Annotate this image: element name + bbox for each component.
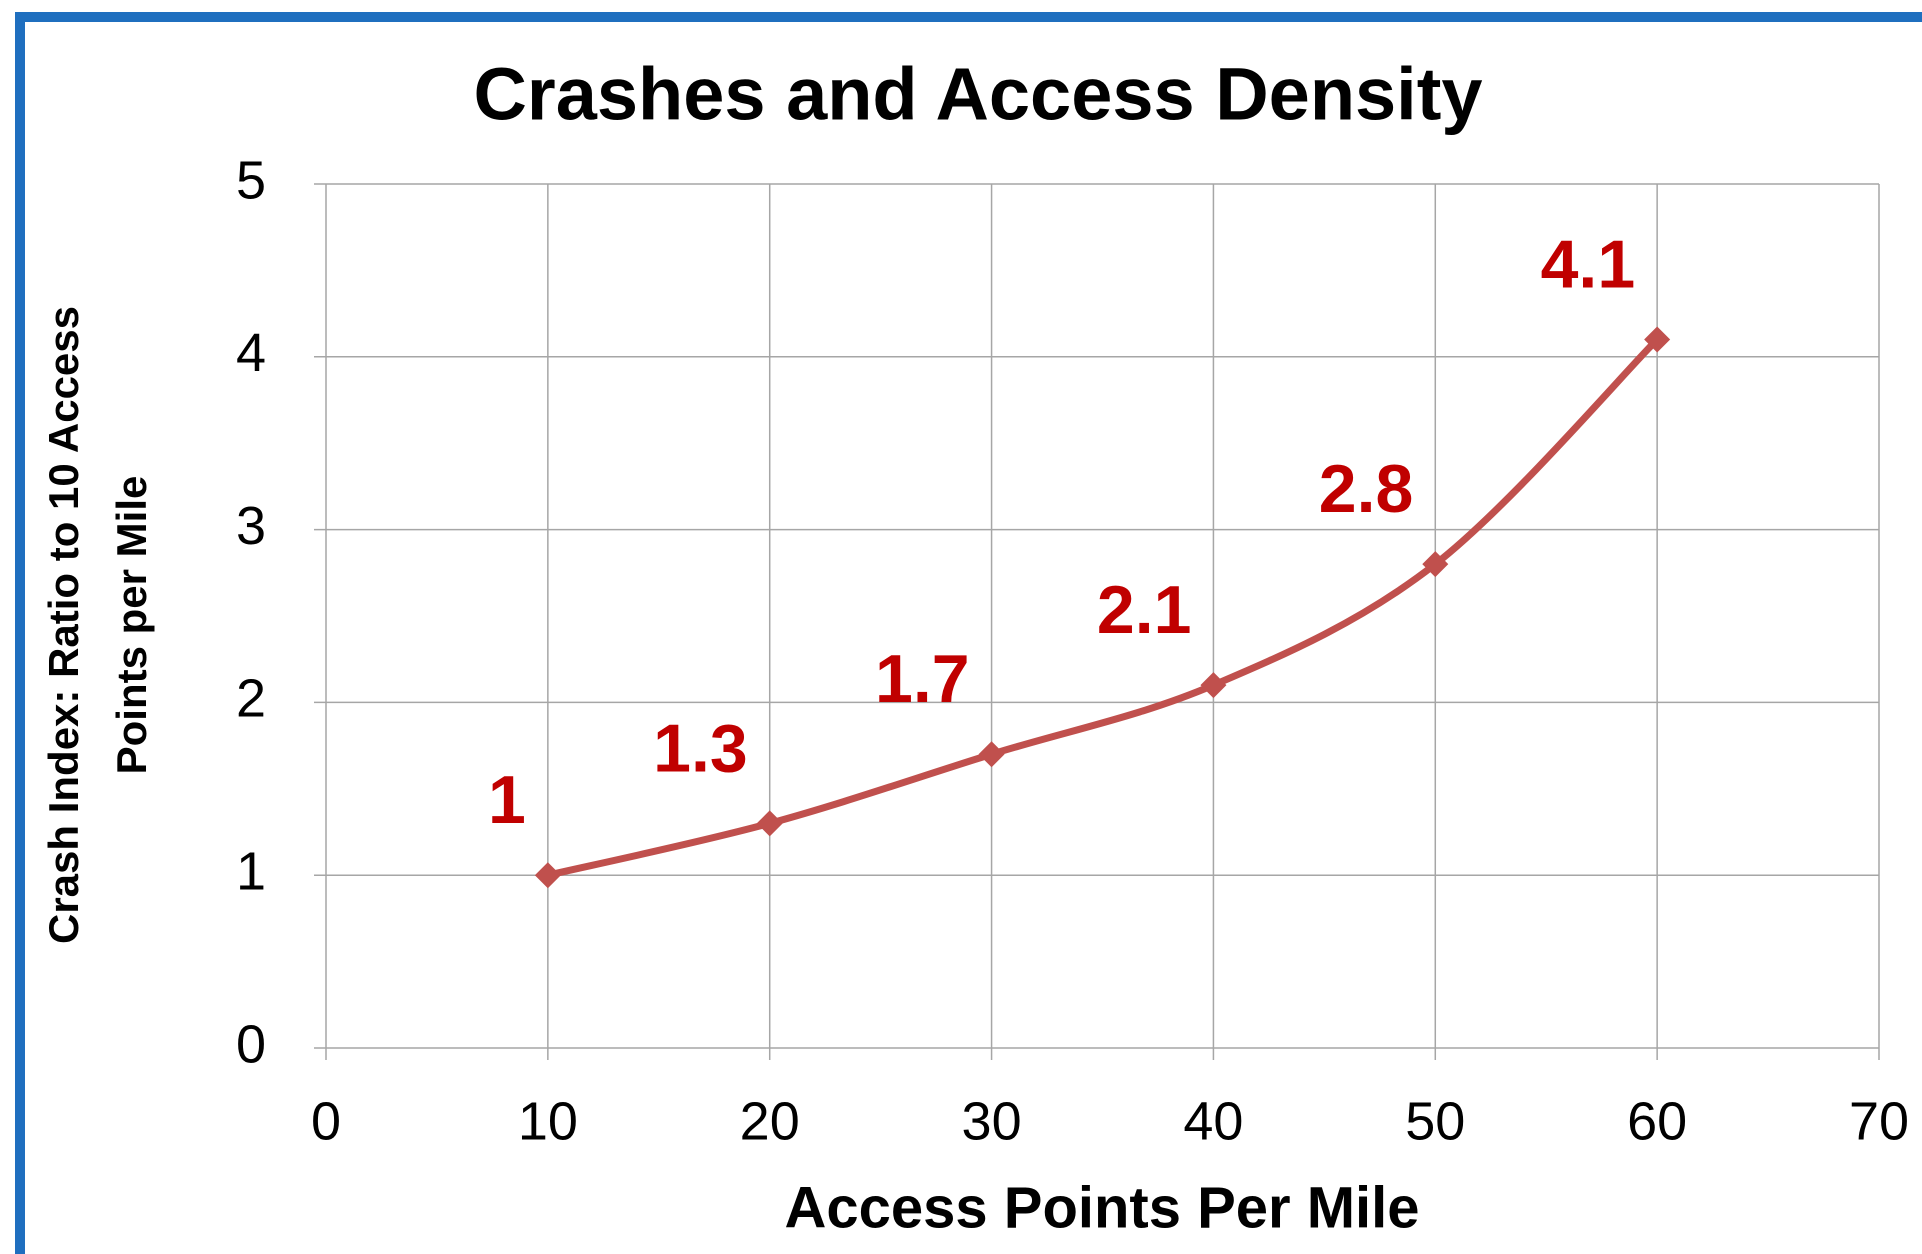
x-tick-label: 40 xyxy=(1183,1091,1243,1151)
chart-title: Crashes and Access Density xyxy=(473,53,1482,136)
y-tick-label: 4 xyxy=(236,323,266,383)
data-label: 2.8 xyxy=(1319,451,1414,527)
x-axis-label: Access Points Per Mile xyxy=(784,1175,1419,1240)
marker xyxy=(978,741,1005,768)
x-tick-label: 70 xyxy=(1849,1091,1909,1151)
marker xyxy=(756,810,783,837)
y-axis-label-line: Points per Mile xyxy=(108,476,155,775)
marker xyxy=(1644,326,1671,353)
y-tick-label: 3 xyxy=(236,496,266,556)
y-tick-label: 2 xyxy=(236,669,266,729)
marker xyxy=(534,862,561,889)
y-tick-label: 1 xyxy=(236,841,266,901)
y-tick-label: 0 xyxy=(236,1014,266,1074)
series-line xyxy=(544,336,1661,879)
x-tick-label: 0 xyxy=(311,1091,341,1151)
y-axis-label-line: Crash Index: Ratio to 10 Access xyxy=(40,306,87,944)
y-tick-label: 5 xyxy=(236,150,266,210)
data-label: 1 xyxy=(488,762,526,838)
data-label: 1.3 xyxy=(653,710,748,786)
data-label: 4.1 xyxy=(1541,226,1636,302)
y-axis-label: Crash Index: Ratio to 10 Access Points p… xyxy=(40,306,155,944)
marker xyxy=(1422,551,1449,578)
x-tick-label: 20 xyxy=(740,1091,800,1151)
data-label: 2.1 xyxy=(1097,572,1192,648)
x-tick-label: 50 xyxy=(1405,1091,1465,1151)
x-tick-label: 10 xyxy=(518,1091,578,1151)
data-label: 1.7 xyxy=(875,641,970,717)
x-tick-label: 60 xyxy=(1627,1091,1687,1151)
x-tick-label: 30 xyxy=(962,1091,1022,1151)
marker xyxy=(1200,672,1227,699)
